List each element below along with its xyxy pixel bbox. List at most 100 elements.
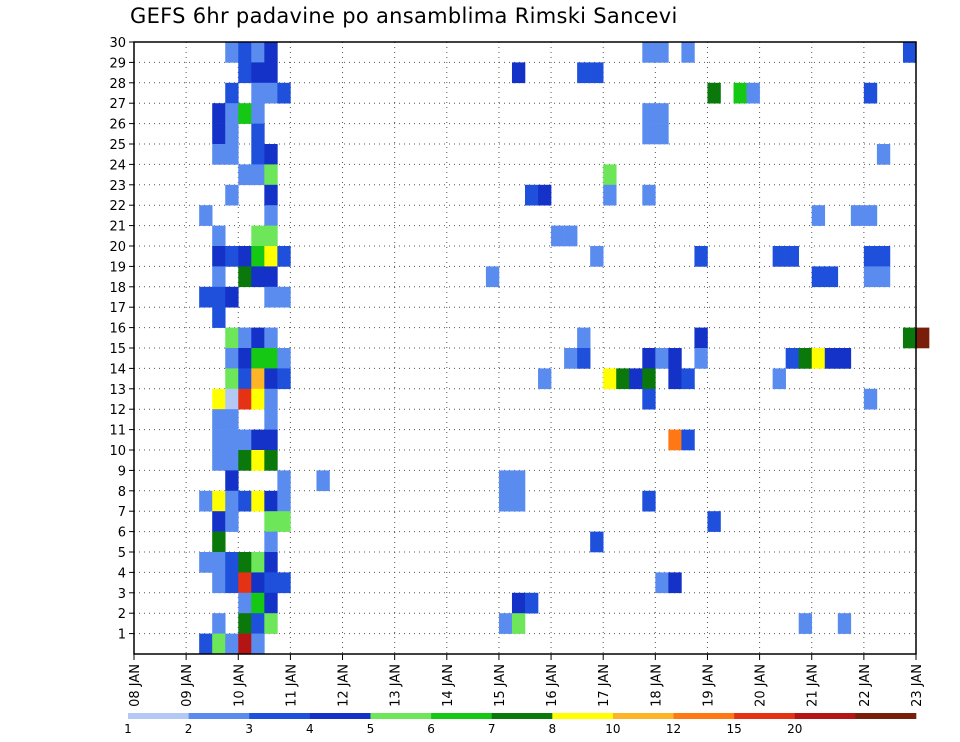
heatmap-cell [212,552,226,573]
heatmap-cell [655,42,669,63]
heatmap-cell [264,348,278,369]
heatmap-cell [251,490,265,512]
heatmap-cell [277,572,291,594]
heatmap-cell [225,348,239,369]
y-tick-label: 22 [109,199,126,214]
x-tick-label: 16 JAN [545,664,560,707]
heatmap-cell [212,633,226,655]
heatmap-cell [642,103,656,124]
heatmap-cell [225,511,239,532]
heatmap-cell [876,266,891,288]
y-tick-label: 24 [109,158,126,173]
heatmap-cell [251,368,265,390]
heatmap-cell [772,246,786,267]
heatmap-cell [225,184,239,206]
heatmap-cell [225,429,239,451]
heatmap-cell [902,327,917,349]
heatmap-cell [264,62,278,84]
heatmap-cell [251,633,265,655]
heatmap-cell [642,368,656,390]
legend-swatch [249,713,311,719]
y-tick-label: 28 [109,77,126,92]
heatmap-cell [251,552,265,573]
heatmap-cell [707,82,721,104]
heatmap-cell [577,348,591,369]
y-tick-label: 17 [109,301,126,316]
heatmap-cell [876,144,891,165]
heatmap-cell [251,450,265,471]
heatmap-cell [225,409,239,430]
heatmap-cell [238,633,252,655]
heatmap-cell [264,592,278,614]
heatmap-cell [746,82,760,104]
x-tick-label: 11 JAN [284,664,299,707]
heatmap-cell [212,123,226,145]
heatmap-cell [251,225,265,247]
heatmap-cell [264,82,278,104]
y-tick-label: 6 [118,526,126,541]
heatmap-cell [876,246,891,267]
heatmap-cell [642,123,656,145]
heatmap-cell [538,184,552,206]
heatmap-cell [225,388,239,410]
heatmap-cell [811,205,826,226]
y-tick-label: 15 [109,342,126,357]
heatmap-cell [251,62,265,84]
heatmap-cell [577,62,591,84]
heatmap-cell [251,327,265,349]
heatmap-cell [264,531,278,553]
x-tick-label: 10 JAN [232,664,247,707]
heatmap-cell [264,388,278,410]
heatmap-cell [264,429,278,451]
heatmap-cell [863,205,878,226]
heatmap-cell [863,388,878,410]
heatmap-cell [277,511,291,532]
heatmap-cell [251,82,265,104]
heatmap-cell [264,184,278,206]
legend-swatch [855,713,917,719]
heatmap-cell [681,368,695,390]
heatmap-cell [707,511,721,532]
heatmap-cell [603,164,617,186]
heatmap-cell [212,144,226,165]
heatmap-cell [225,552,239,573]
legend-label: 12 [666,722,681,736]
heatmap-cell [264,205,278,226]
heatmap-cell [212,429,226,451]
y-tick-label: 1 [118,628,126,643]
heatmap-cell [225,368,239,390]
heatmap-cell [251,429,265,451]
legend-swatch [188,713,250,719]
heatmap-cell [837,348,852,369]
heatmap-cell [225,82,239,104]
heatmap-cell [264,246,278,267]
heatmap-cell [251,266,265,288]
heatmap-cell [264,164,278,186]
heatmap-cell [811,348,826,369]
heatmap-cell [238,368,252,390]
heatmap-cell [225,246,239,267]
heatmap-cell [863,246,878,267]
heatmap-cell [655,348,669,369]
heatmap-cell [629,368,643,390]
y-tick-label: 5 [118,546,126,561]
heatmap-cell [824,266,839,288]
y-tick-label: 13 [109,383,126,398]
heatmap-cell [251,388,265,410]
heatmap-cell [238,552,252,573]
heatmap-cell [225,286,239,308]
heatmap-cell [264,511,278,532]
heatmap-cell [668,429,682,451]
y-tick-label: 3 [118,587,126,602]
heatmap-cell [225,470,239,492]
heatmap-cell [798,348,813,369]
heatmap-cell [212,490,226,512]
heatmap-cell [694,327,708,349]
y-tick-label: 8 [118,485,126,500]
heatmap-cell [525,184,539,206]
legend-label: 2 [185,722,193,736]
x-tick-label: 23 JAN [910,664,925,707]
heatmap-cell [251,144,265,165]
x-tick-label: 20 JAN [754,664,769,707]
heatmap-cell [225,450,239,471]
